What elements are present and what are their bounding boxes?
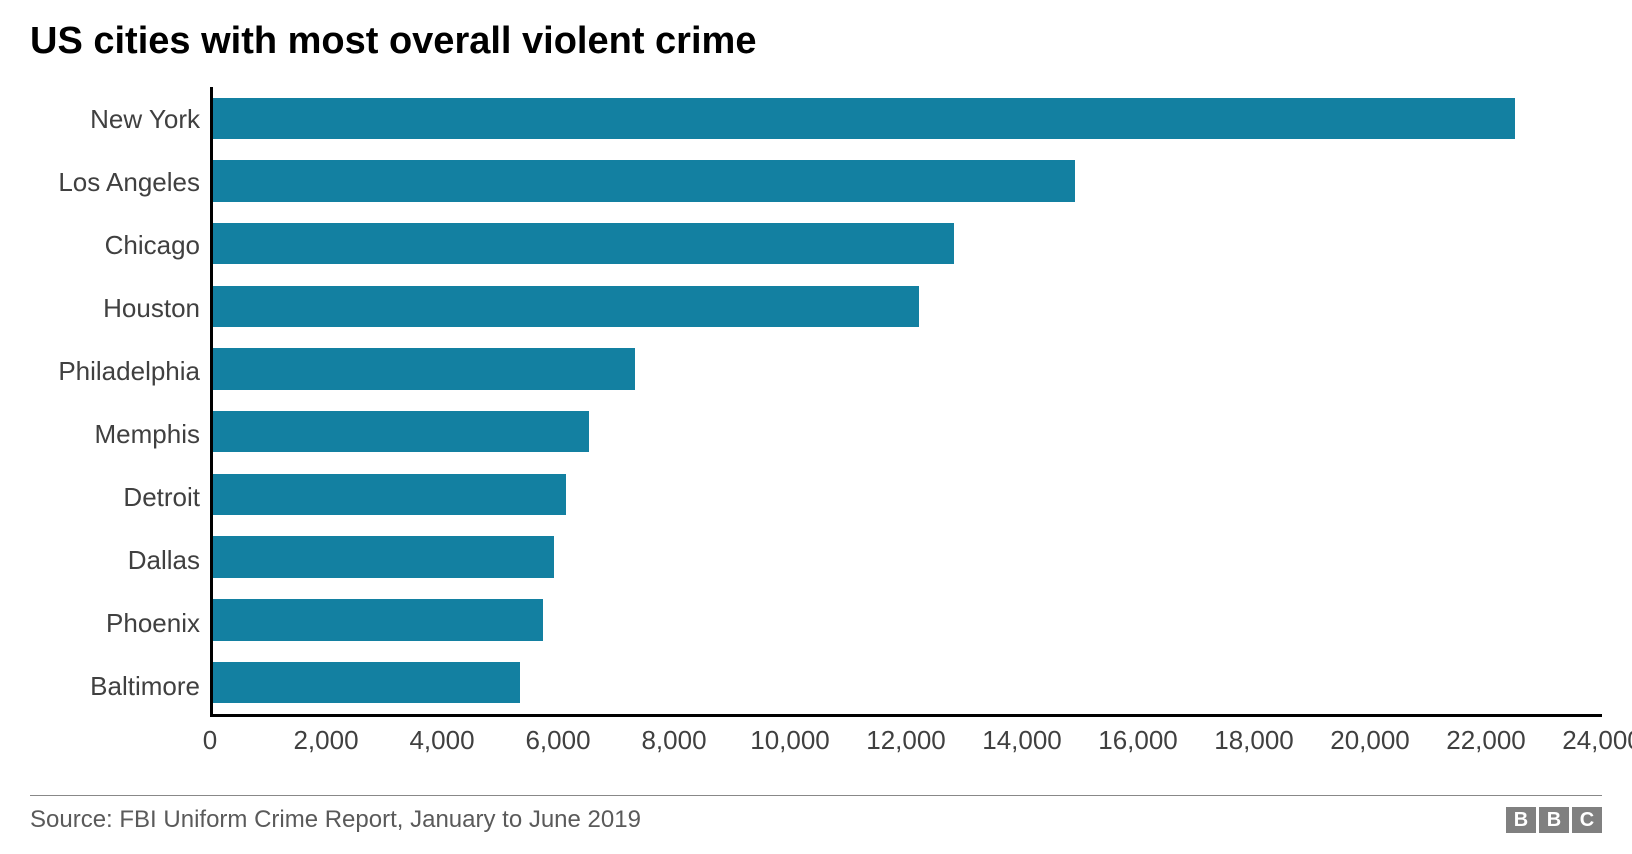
bar [213,599,543,640]
bar [213,411,589,452]
y-label: Memphis [95,402,200,465]
bars-container [213,87,1602,714]
y-label: Houston [103,276,200,339]
x-tick: 14,000 [982,725,1062,756]
y-label: Phoenix [106,591,200,654]
footer: Source: FBI Uniform Crime Report, Januar… [30,795,1602,834]
bar [213,348,635,389]
bar [213,662,520,703]
bbc-logo-letter: C [1572,807,1602,833]
y-label: Detroit [123,465,200,528]
x-tick: 16,000 [1098,725,1178,756]
chart-area: New YorkLos AngelesChicagoHoustonPhilade… [30,87,1602,717]
bar-slot [213,275,1602,338]
y-label: New York [90,87,200,150]
x-axis-wrap: 0 2,000 4,000 6,000 8,000 10,000 12,000 14,000 1… [30,725,1602,761]
bar-slot [213,400,1602,463]
y-label: Baltimore [90,654,200,717]
x-tick: 8,000 [641,725,706,756]
y-axis-labels: New YorkLos AngelesChicagoHoustonPhilade… [30,87,210,717]
y-label: Chicago [105,213,200,276]
x-tick: 10,000 [750,725,830,756]
y-label: Philadelphia [58,339,200,402]
bar [213,160,1075,201]
bbc-logo: BBC [1506,807,1602,833]
plot-area [210,87,1602,717]
y-label: Los Angeles [58,150,200,213]
bar [213,223,954,264]
x-tick: 20,000 [1330,725,1410,756]
bar [213,536,554,577]
bbc-logo-letter: B [1506,807,1536,833]
x-axis: 02,0004,0006,0008,00010,00012,00014,0001… [210,725,1602,761]
x-tick: 0 [203,725,217,756]
bar [213,286,919,327]
x-tick: 22,000 [1446,725,1526,756]
bar-slot [213,463,1602,526]
bar-slot [213,338,1602,401]
x-tick: 24,000 [1562,725,1632,756]
x-tick: 6,000 [525,725,590,756]
bar-slot [213,589,1602,652]
chart-title: US cities with most overall violent crim… [30,20,1602,63]
bar-slot [213,150,1602,213]
x-tick: 4,000 [409,725,474,756]
bbc-logo-letter: B [1539,807,1569,833]
bar [213,474,566,515]
bar [213,98,1515,139]
x-tick: 12,000 [866,725,946,756]
x-tick: 18,000 [1214,725,1294,756]
bar-slot [213,526,1602,589]
bar-slot [213,212,1602,275]
bar-slot [213,651,1602,714]
bar-slot [213,87,1602,150]
y-label: Dallas [128,528,200,591]
source-text: Source: FBI Uniform Crime Report, Januar… [30,806,641,834]
x-tick: 2,000 [293,725,358,756]
